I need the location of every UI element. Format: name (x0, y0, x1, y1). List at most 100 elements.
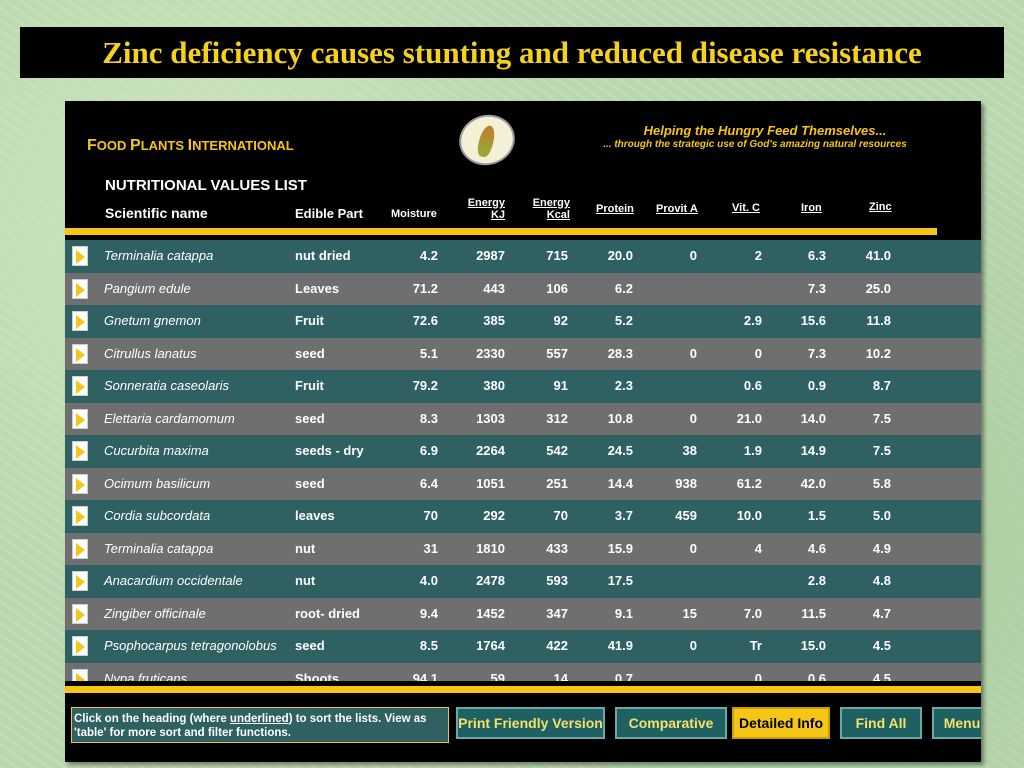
table-row[interactable]: Zingiber officinale root- dried 9.4 1452 34… (65, 597, 981, 630)
cell-moisture: 4.0 (419, 573, 438, 588)
find-all-button[interactable]: Find All (840, 707, 922, 739)
scientific-name[interactable]: Pangium edule (104, 280, 191, 296)
cell-iron: 15.0 (800, 638, 826, 653)
expand-arrow-icon[interactable] (72, 376, 88, 396)
expand-arrow-icon[interactable] (72, 668, 88, 681)
list-title: NUTRITIONAL VALUES LIST (105, 177, 307, 194)
cell-moisture: 31 (423, 540, 438, 556)
table-row[interactable]: Terminalia catappa nut 31 1810 433 15.9 0 4 4.6… (65, 532, 981, 565)
cell-energy-kj: 1810 (476, 540, 505, 556)
header-iron[interactable]: Iron (801, 202, 822, 214)
cell-energy-kj: 1452 (476, 605, 505, 621)
cell-vit-c: 0 (754, 670, 762, 682)
expand-arrow-icon[interactable] (72, 473, 88, 494)
header-provit-a[interactable]: Provit A (656, 203, 698, 215)
table-row[interactable]: Gnetum gnemon Fruit 72.6 385 92 5.2 2.9 15.6 11… (65, 305, 981, 338)
menu-button[interactable]: Menu (932, 707, 981, 739)
scientific-name[interactable]: Terminalia catappa (104, 248, 214, 263)
expand-arrow-icon[interactable] (72, 278, 88, 299)
table-row[interactable]: Anacardium occidentale nut 4.0 2478 593 17.5… (65, 565, 981, 598)
print-friendly-button[interactable]: Print Friendly Version (456, 707, 605, 739)
cell-protein: 9.1 (614, 605, 633, 621)
expand-arrow-icon[interactable] (72, 343, 88, 364)
table-row[interactable]: Nypa fruticans Shoots 94.1 59 14 0.7 0 0.6 4.5 (65, 662, 981, 682)
cell-provit-a: 459 (675, 508, 697, 523)
expand-arrow-icon[interactable] (72, 441, 88, 461)
edible-part: leaves (295, 508, 335, 523)
cell-zinc: 4.8 (872, 573, 891, 588)
expand-arrow-icon[interactable] (72, 636, 88, 656)
edible-part: Leaves (295, 280, 340, 296)
cell-energy-kj: 292 (483, 508, 505, 523)
cell-energy-kj: 1051 (476, 475, 505, 491)
header-energy-kj[interactable]: Energy KJ (467, 197, 505, 221)
cell-zinc: 11.8 (866, 313, 891, 328)
table-row[interactable]: Terminalia catappa nut dried 4.2 2987 715 20… (65, 240, 981, 273)
scientific-name[interactable]: Elettaria cardamomum (104, 410, 235, 426)
table-row[interactable]: Psophocarpus tetragonolobus seed 8.5 1764 4… (65, 630, 981, 663)
header-energy-kcal[interactable]: Energy Kcal (532, 197, 570, 221)
cell-moisture: 8.5 (419, 638, 438, 653)
expand-arrow-icon[interactable] (72, 408, 88, 429)
scientific-name[interactable]: Psophocarpus tetragonolobus (104, 638, 277, 653)
comparative-button[interactable]: Comparative (615, 707, 727, 739)
header-vit-c[interactable]: Vit. C (732, 202, 760, 214)
expand-arrow-icon[interactable] (72, 538, 88, 559)
scientific-name[interactable]: Citrullus lanatus (104, 345, 197, 361)
table-row[interactable]: Cordia subcordata leaves 70 292 70 3.7 459 10.… (65, 500, 981, 533)
cell-zinc: 5.0 (872, 508, 891, 523)
cell-protein: 2.3 (614, 378, 633, 393)
scientific-name[interactable]: Ocimum basilicum (104, 475, 211, 491)
detailed-info-button[interactable]: Detailed Info (732, 707, 830, 739)
expand-arrow-icon[interactable] (72, 311, 88, 331)
cell-moisture: 6.9 (419, 443, 438, 458)
table-row[interactable]: Cucurbita maxima seeds - dry 6.9 2264 542 24… (65, 435, 981, 468)
cell-provit-a: 0 (689, 248, 697, 263)
edible-part: seed (295, 410, 325, 426)
scientific-name[interactable]: Nypa fruticans (104, 670, 188, 682)
table-row[interactable]: Elettaria cardamomum seed 8.3 1303 312 10.8 0… (65, 402, 981, 435)
table-row[interactable]: Ocimum basilicum seed 6.4 1051 251 14.4 938 61… (65, 467, 981, 500)
cell-moisture: 8.3 (419, 410, 438, 426)
table-row[interactable]: Pangium edule Leaves 71.2 443 106 6.2 7.3 25.0 (65, 272, 981, 305)
cell-energy-kj: 1303 (476, 410, 505, 426)
header-divider (65, 228, 937, 235)
scientific-name[interactable]: Sonneratia caseolaris (104, 378, 230, 393)
cell-vit-c: 1.9 (743, 443, 762, 458)
table-row[interactable]: Sonneratia caseolaris Fruit 79.2 380 91 2.3 0… (65, 370, 981, 403)
expand-arrow-icon[interactable] (72, 603, 88, 624)
footer-divider (65, 686, 981, 693)
expand-arrow-icon[interactable] (72, 246, 88, 266)
cell-energy-kj: 2478 (476, 573, 505, 588)
cell-moisture: 6.4 (419, 475, 438, 491)
expand-arrow-icon[interactable] (72, 506, 88, 526)
cell-vit-c: 2.9 (743, 313, 762, 328)
table-row[interactable]: Citrullus lanatus seed 5.1 2330 557 28.3 0 0 7.… (65, 337, 981, 370)
cell-iron: 2.8 (807, 573, 826, 588)
edible-part: nut (295, 540, 316, 556)
cell-zinc: 4.9 (872, 540, 891, 556)
scientific-name[interactable]: Cordia subcordata (104, 508, 211, 523)
cell-iron: 7.3 (807, 280, 826, 296)
cell-vit-c: 21.0 (736, 410, 762, 426)
cell-moisture: 71.2 (412, 280, 438, 296)
cell-energy-kj: 1764 (476, 638, 505, 653)
cell-protein: 14.4 (607, 475, 633, 491)
cell-energy-kcal: 251 (546, 475, 568, 491)
cell-zinc: 5.8 (872, 475, 891, 491)
scientific-name[interactable]: Cucurbita maxima (104, 443, 209, 458)
scientific-name[interactable]: Terminalia catappa (104, 540, 214, 556)
edible-part: nut (295, 573, 316, 588)
scientific-name[interactable]: Zingiber officinale (104, 605, 206, 621)
nutrition-table[interactable]: Terminalia catappa nut dried 4.2 2987 715 20… (65, 240, 981, 681)
cell-zinc: 41.0 (865, 248, 891, 263)
edible-part: Fruit (295, 378, 324, 393)
edible-part: seed (295, 345, 325, 361)
scientific-name[interactable]: Anacardium occidentale (104, 573, 243, 588)
header-zinc[interactable]: Zinc (869, 201, 892, 213)
scientific-name[interactable]: Gnetum gnemon (104, 313, 201, 328)
header-protein[interactable]: Protein (596, 203, 634, 215)
cell-provit-a: 0 (689, 638, 697, 653)
expand-arrow-icon[interactable] (72, 571, 88, 591)
cell-protein: 0.7 (614, 670, 633, 682)
